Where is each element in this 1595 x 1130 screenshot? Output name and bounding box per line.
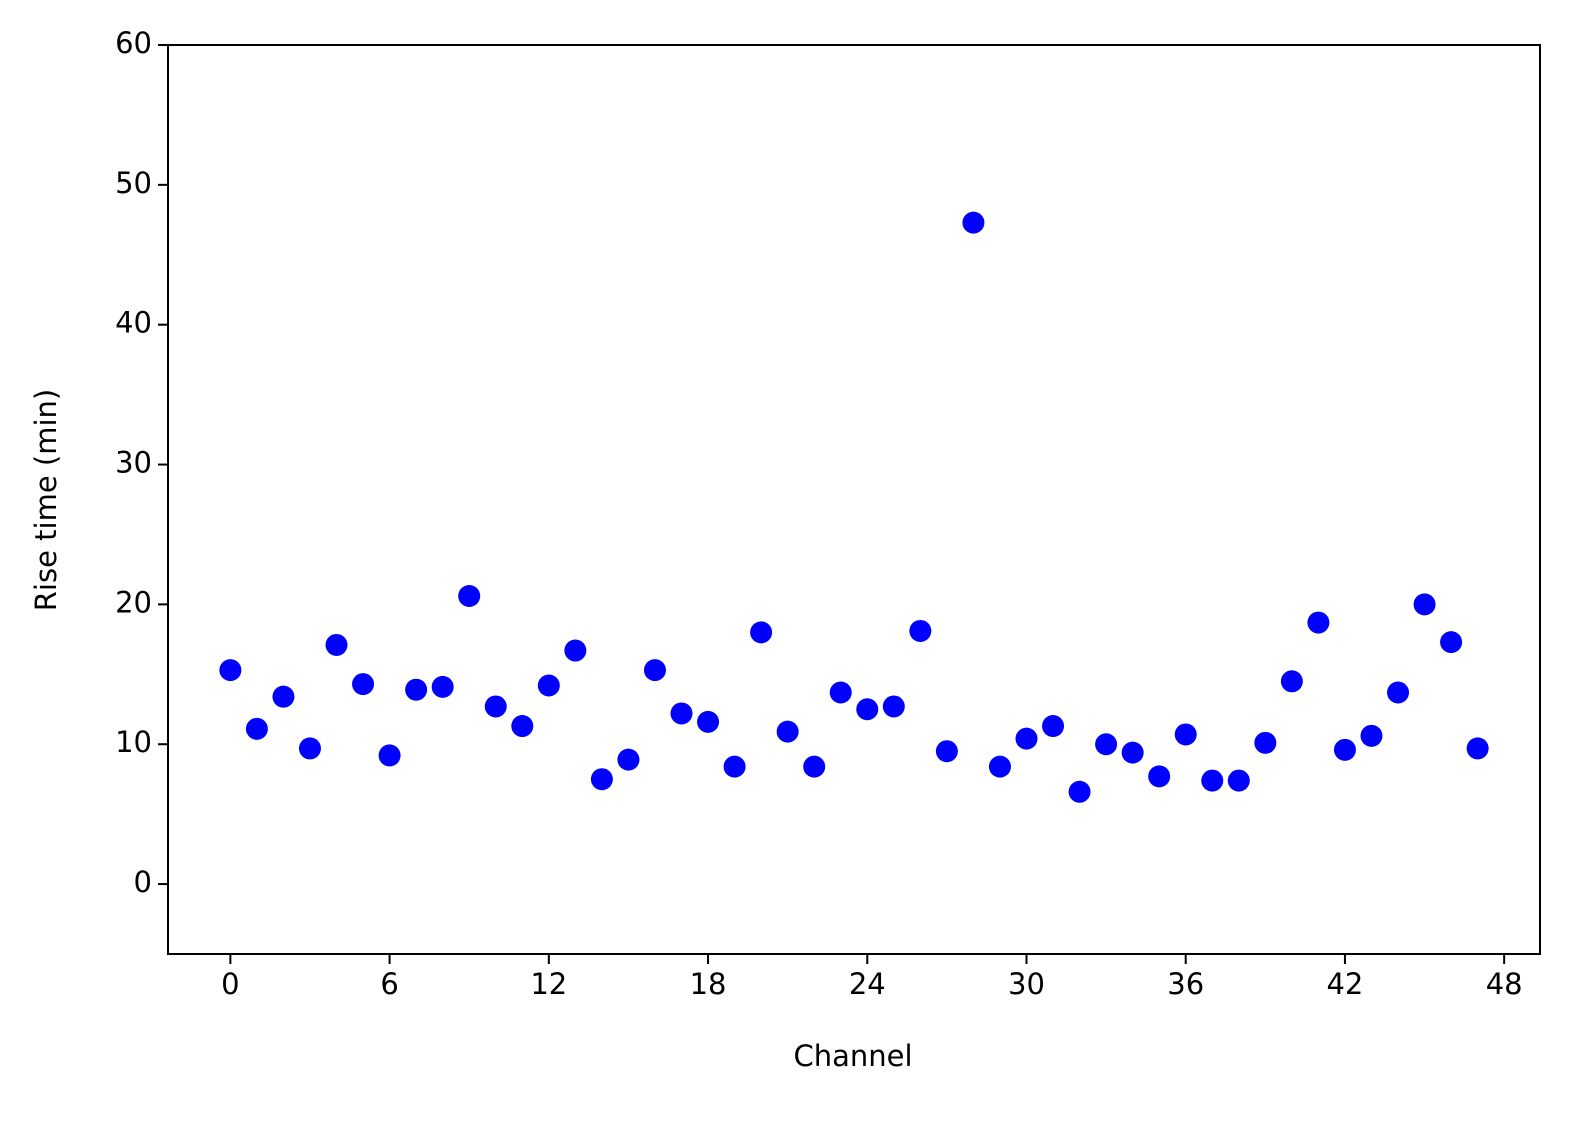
point bbox=[962, 211, 985, 234]
point bbox=[1227, 769, 1250, 792]
point bbox=[458, 584, 481, 607]
point bbox=[564, 639, 587, 662]
point bbox=[1413, 593, 1436, 616]
point bbox=[219, 659, 242, 682]
point bbox=[1307, 611, 1330, 634]
x-axis-label: Channel bbox=[793, 1039, 912, 1073]
point bbox=[431, 675, 454, 698]
point bbox=[1148, 765, 1171, 788]
y-tick-label: 60 bbox=[115, 26, 152, 60]
point bbox=[1068, 780, 1091, 803]
point bbox=[511, 715, 534, 738]
point bbox=[537, 674, 560, 697]
point bbox=[378, 744, 401, 767]
point bbox=[590, 768, 613, 791]
y-tick-label: 50 bbox=[115, 166, 152, 200]
x-tick-label: 18 bbox=[690, 967, 727, 1001]
point bbox=[325, 633, 348, 656]
point bbox=[1042, 715, 1065, 738]
point bbox=[1201, 769, 1224, 792]
point bbox=[1360, 724, 1383, 747]
point bbox=[1333, 738, 1356, 761]
point bbox=[856, 698, 879, 721]
point bbox=[643, 659, 666, 682]
x-tick-label: 48 bbox=[1486, 967, 1523, 1001]
point bbox=[352, 673, 375, 696]
point bbox=[1095, 733, 1118, 756]
x-tick-label: 12 bbox=[530, 967, 567, 1001]
x-tick-label: 42 bbox=[1326, 967, 1363, 1001]
point bbox=[882, 695, 905, 718]
point bbox=[776, 720, 799, 743]
y-tick-label: 10 bbox=[115, 725, 152, 759]
point bbox=[829, 681, 852, 704]
point bbox=[1015, 727, 1038, 750]
point bbox=[1174, 723, 1197, 746]
point bbox=[1121, 741, 1144, 764]
x-tick-label: 30 bbox=[1008, 967, 1045, 1001]
point bbox=[1440, 631, 1463, 654]
x-tick-label: 6 bbox=[380, 967, 398, 1001]
point bbox=[617, 748, 640, 771]
point bbox=[1387, 681, 1410, 704]
y-axis-label: Rise time (min) bbox=[29, 389, 63, 611]
point bbox=[272, 685, 295, 708]
point bbox=[723, 755, 746, 778]
point bbox=[405, 678, 428, 701]
point bbox=[1280, 670, 1303, 693]
point bbox=[1466, 737, 1489, 760]
y-tick-label: 20 bbox=[115, 585, 152, 619]
x-tick-label: 0 bbox=[221, 967, 239, 1001]
x-tick-label: 36 bbox=[1167, 967, 1204, 1001]
point bbox=[298, 737, 321, 760]
point bbox=[988, 755, 1011, 778]
y-tick-label: 0 bbox=[134, 865, 152, 899]
point bbox=[670, 702, 693, 725]
point bbox=[803, 755, 826, 778]
plot-frame bbox=[167, 44, 1541, 955]
y-tick-label: 40 bbox=[115, 306, 152, 340]
point bbox=[750, 621, 773, 644]
x-tick-label: 24 bbox=[849, 967, 886, 1001]
point bbox=[245, 717, 268, 740]
y-tick-label: 30 bbox=[115, 446, 152, 480]
point bbox=[484, 695, 507, 718]
point bbox=[909, 619, 932, 642]
point bbox=[935, 740, 958, 763]
point bbox=[697, 710, 720, 733]
point bbox=[1254, 731, 1277, 754]
